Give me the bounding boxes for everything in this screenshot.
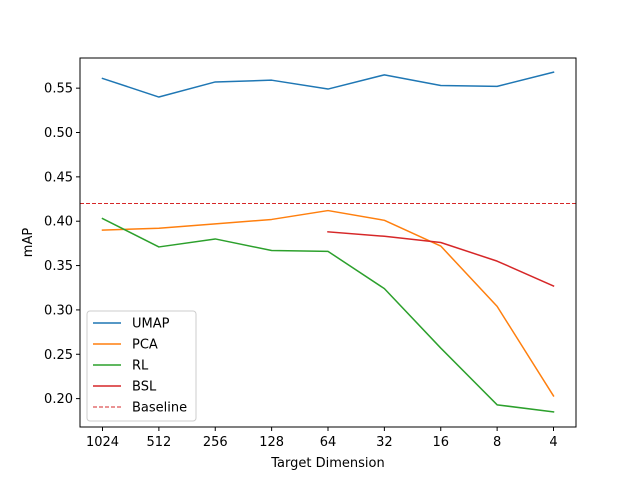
legend: UMAP PCA RL BSL Baseline xyxy=(86,310,197,422)
x-tick-label-4: 4 xyxy=(549,435,557,450)
series-line-rl xyxy=(101,217,555,413)
x-tick-label-512: 512 xyxy=(146,435,171,450)
x-tick-label-16: 16 xyxy=(432,435,449,450)
legend-label-bsl: BSL xyxy=(132,380,157,395)
y-tick-label-0.55: 0.55 xyxy=(44,82,73,97)
y-tick-label-0.25: 0.25 xyxy=(44,348,73,363)
y-tick-label-0.20: 0.20 xyxy=(44,392,73,407)
x-tick-label-256: 256 xyxy=(203,435,228,450)
legend-label-baseline: Baseline xyxy=(132,401,187,416)
y-tick-label-0.30: 0.30 xyxy=(44,303,73,318)
series-line-bsl xyxy=(327,231,555,287)
x-axis-label: Target Dimension xyxy=(270,456,384,471)
y-axis-label: mAP xyxy=(21,228,36,258)
plot-area xyxy=(80,71,576,413)
axes: 1024 512 256 128 64 32 16 8 4 0.20 0.25 0.30 0.35 0.4… xyxy=(21,57,577,471)
legend-label-pca: PCA xyxy=(132,338,158,353)
y-tick-label-0.35: 0.35 xyxy=(44,259,73,274)
x-tick-label-8: 8 xyxy=(493,435,501,450)
y-tick-label-0.45: 0.45 xyxy=(44,170,73,185)
series-line-pca xyxy=(101,209,555,397)
series-line-umap xyxy=(101,71,555,98)
y-tick-label-0.50: 0.50 xyxy=(44,126,73,141)
legend-box xyxy=(86,310,197,422)
y-tick-label-0.40: 0.40 xyxy=(44,215,73,230)
legend-label-rl: RL xyxy=(132,359,149,374)
x-tick-label-1024: 1024 xyxy=(86,435,119,450)
legend-label-umap: UMAP xyxy=(132,317,170,332)
x-tick-label-64: 64 xyxy=(320,435,337,450)
x-tick-label-32: 32 xyxy=(376,435,393,450)
x-tick-label-128: 128 xyxy=(259,435,284,450)
